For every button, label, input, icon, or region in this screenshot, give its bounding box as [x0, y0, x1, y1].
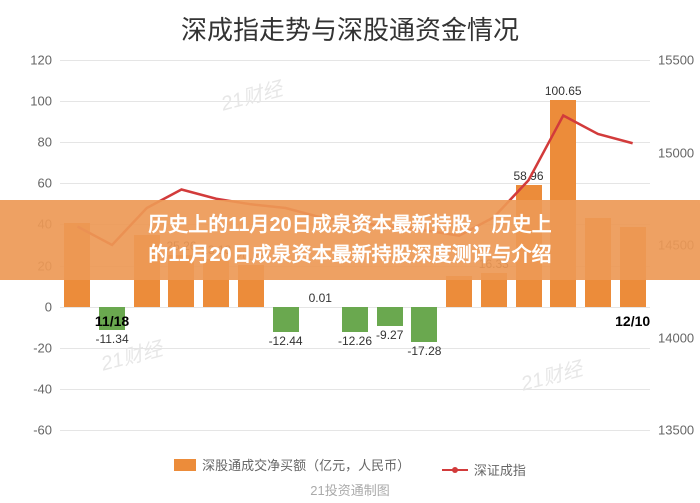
grid-line: [60, 389, 650, 390]
bar-label: -12.44: [269, 334, 303, 348]
bar: [411, 307, 437, 343]
y-left-tick: 0: [12, 299, 52, 314]
legend-line-swatch: [442, 469, 468, 471]
bar-label: 58.96: [514, 169, 544, 183]
bar: [446, 276, 472, 307]
chart-container: 深成指走势与深股通资金情况 21财经 21财经 21财经 -60-40-2002…: [0, 0, 700, 503]
overlay-banner: 历史上的11月20日成泉资本最新持股，历史上 的11月20日成泉资本最新持股深度…: [0, 200, 700, 280]
y-left-tick: -20: [12, 340, 52, 355]
grid-line: [60, 430, 650, 431]
y-left-tick: 100: [12, 94, 52, 109]
overlay-line1: 历史上的11月20日成泉资本最新持股，历史上: [148, 210, 551, 240]
legend-line-label: 深证成指: [474, 460, 526, 479]
grid-line: [60, 60, 650, 61]
bar-label: 0.01: [309, 291, 332, 305]
y-left-tick: 80: [12, 135, 52, 150]
x-tick: 11/18: [95, 313, 129, 329]
y-left-tick: -40: [12, 381, 52, 396]
bar: [273, 307, 299, 333]
bar-label: 100.65: [545, 84, 582, 98]
legend-bar: 深股通成交净买额（亿元，人民币）: [174, 455, 410, 474]
legend-bar-swatch: [174, 459, 196, 471]
overlay-line2: 的11月20日成泉资本最新持股深度测评与介绍: [148, 240, 551, 270]
bar-label: -11.34: [95, 332, 128, 346]
bar: [342, 307, 368, 332]
y-left-tick: 60: [12, 176, 52, 191]
bar-label: -12.26: [338, 334, 372, 348]
y-right-tick: 15000: [658, 145, 700, 160]
y-right-tick: 13500: [658, 423, 700, 438]
bar: [377, 307, 403, 326]
caption: 21投资通制图: [0, 480, 700, 499]
y-left-tick: 120: [12, 53, 52, 68]
y-right-tick: 14000: [658, 330, 700, 345]
bar-label: -17.28: [407, 344, 441, 358]
bar-label: -9.27: [376, 328, 403, 342]
x-tick: 12/10: [615, 313, 650, 329]
legend: 深股通成交净买额（亿元，人民币） 深证成指: [0, 455, 700, 479]
y-right-tick: 15500: [658, 53, 700, 68]
chart-title: 深成指走势与深股通资金情况: [0, 0, 700, 53]
legend-line: 深证成指: [442, 460, 526, 479]
y-left-tick: -60: [12, 423, 52, 438]
legend-bar-label: 深股通成交净买额（亿元，人民币）: [202, 455, 410, 474]
grid-line: [60, 348, 650, 349]
